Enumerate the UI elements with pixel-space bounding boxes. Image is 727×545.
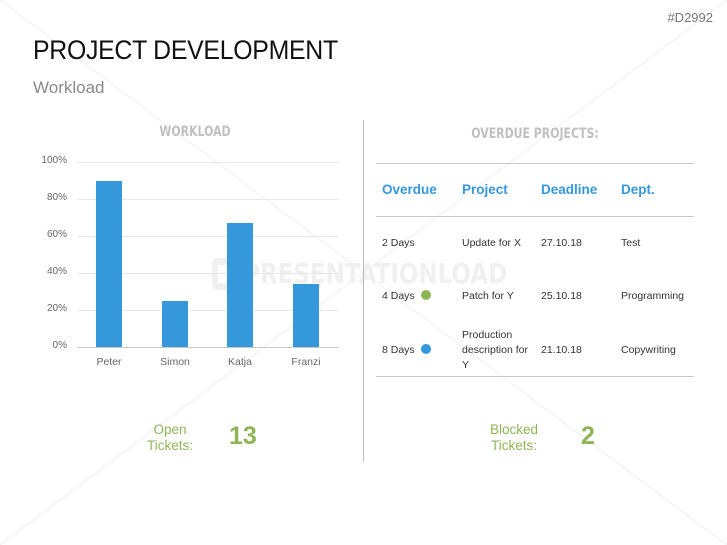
kpi-blocked-label-line1: Blocked [489,422,539,437]
cell-deadline: 21.10.18 [541,344,582,356]
cell-project: Production description for Y [462,329,528,371]
cell-dept: Programming [621,290,685,302]
y-tick-100: 100% [41,155,67,166]
y-tick-20: 20% [46,303,67,314]
kpi-open-label: Open Tickets: [140,422,200,454]
kpi-open-label-line2: Tickets: [146,438,193,453]
cell-overdue: 4 Days [382,290,415,302]
table-top-rule [376,163,694,164]
gridline [77,199,339,200]
cell-overdue-wrap: 4 Days [382,289,431,304]
x-label-simon: Simon [160,356,190,368]
vertical-divider [363,120,364,462]
y-tick-40: 40% [46,266,67,277]
y-tick-80: 80% [46,192,67,203]
x-label-peter: Peter [96,356,122,368]
kpi-blocked-label-line2: Tickets: [490,438,537,453]
table-header-rule [376,216,694,217]
gridline [77,273,339,274]
cell-overdue-wrap: 8 Days [382,343,431,358]
overdue-table-title: OVERDUE PROJECTS: [471,126,599,142]
page-subtitle: Workload [33,78,105,97]
x-label-franzi: Franzi [291,356,321,368]
status-dot-blue-icon [420,344,431,354]
cell-project: Update for X [462,237,521,249]
status-dot-green-icon [420,290,431,300]
cell-dept: Test [621,237,641,249]
cell-deadline: 27.10.18 [541,237,582,249]
cell-project: Patch for Y [462,290,514,302]
col-header-dept: Dept. [621,182,655,197]
slide-code: #D2992 [667,10,713,25]
bar-simon [162,300,188,347]
kpi-open-label-line1: Open [153,422,187,437]
kpi-blocked-label: Blocked Tickets: [483,422,545,454]
page-title: PROJECT DEVELOPMENT [33,35,338,65]
col-header-deadline: Deadline [541,182,598,197]
col-header-overdue: Overdue [382,182,437,197]
workload-bar-chart: 100% 80% 60% 40% 20% 0% Peter Simon Katj… [30,150,350,380]
gridline [77,162,339,163]
chart-title: WORKLOAD [159,124,231,140]
x-label-katja: Katja [228,356,252,368]
cell-overdue: 2 Days [382,237,415,249]
y-tick-0: 0% [52,340,67,351]
col-header-project: Project [462,182,508,197]
bar-katja [227,223,253,347]
x-axis-line [77,347,339,348]
bar-peter [96,180,122,347]
bar-franzi [293,284,319,347]
gridline [77,236,339,237]
cell-deadline: 25.10.18 [541,290,582,302]
table-bottom-rule [376,376,694,377]
kpi-blocked-value: 2 [581,422,595,450]
cell-dept: Copywriting [621,344,676,356]
gridline [77,310,339,311]
cell-overdue: 8 Days [382,344,415,356]
y-tick-60: 60% [46,229,67,240]
kpi-open-value: 13 [229,422,257,450]
